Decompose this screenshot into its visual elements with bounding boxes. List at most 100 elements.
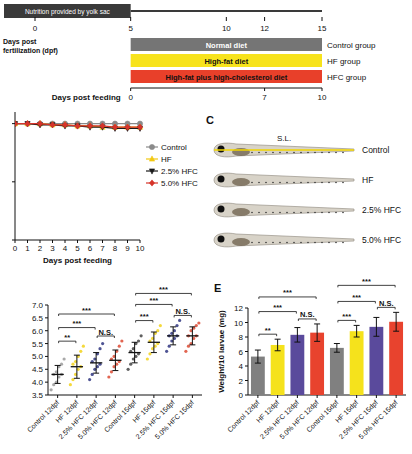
marker [137, 124, 142, 129]
marker [75, 123, 80, 128]
larva-label: HF [362, 175, 373, 185]
y-tick-label: 10 [234, 319, 243, 328]
x-tick [102, 240, 103, 243]
bar [271, 345, 285, 395]
significance-label: *** [342, 312, 351, 321]
series-line [15, 124, 140, 129]
larva-pigment [335, 152, 337, 154]
point [63, 357, 66, 360]
point [178, 319, 181, 322]
larva-pigment [265, 212, 267, 214]
diet-label: High-fat diet [204, 57, 248, 66]
error-bar-stem [317, 324, 318, 341]
point [69, 383, 72, 386]
marker [87, 123, 92, 129]
significance-label: *** [362, 277, 371, 286]
point [88, 378, 91, 381]
larva-pigment [300, 212, 302, 214]
error-bar [373, 317, 379, 336]
point [165, 350, 168, 353]
dpf-axis-label-line: Days post [3, 38, 37, 46]
y-tick [245, 366, 248, 367]
dpf-tick [226, 17, 227, 21]
larva-pigment [328, 152, 330, 154]
panel-letter: C [206, 114, 214, 126]
significance-label: *** [273, 303, 282, 312]
x-tick [317, 395, 318, 398]
sd-cap [151, 352, 157, 353]
marker [75, 124, 80, 129]
larva-pigment [321, 242, 323, 244]
y-tick [45, 395, 48, 396]
x-tick [376, 395, 377, 398]
larva-pigment [314, 152, 316, 154]
bar [330, 348, 344, 395]
sd-cap [151, 332, 157, 333]
larva-pigment [335, 182, 337, 184]
marker [100, 123, 105, 129]
sd-stem [134, 342, 135, 363]
y-tick [245, 395, 248, 396]
x-tick-label: 4 [63, 244, 68, 253]
bar [350, 331, 364, 395]
marker [50, 123, 55, 128]
x-tick [40, 240, 41, 243]
sd-stem [57, 365, 58, 383]
bar [310, 333, 324, 395]
point [71, 363, 74, 366]
figure: Nutrition provided by yolk sac05101215Da… [0, 0, 412, 454]
marker [37, 121, 42, 126]
sd-stem [76, 355, 77, 378]
marker [125, 124, 130, 130]
larva-pigment [321, 212, 323, 214]
dpf-tick-label: 5 [128, 24, 133, 33]
error-bar-cap [354, 325, 360, 326]
x-tick [192, 395, 193, 398]
larva-pigment [314, 242, 316, 244]
mean-sd [90, 353, 102, 374]
feeding-axis [131, 88, 322, 89]
y-tick-label: 8 [239, 333, 244, 342]
larva-pigment [251, 182, 253, 184]
x-tick [77, 240, 78, 243]
sd-cap [112, 350, 118, 351]
error-bar [393, 312, 399, 331]
dpf-tick [35, 17, 36, 21]
sd-cap [189, 326, 195, 327]
dpf-tick [264, 17, 265, 21]
x-tick-label: 10 [136, 244, 145, 253]
x-axis-label: Days post feeding [43, 256, 112, 265]
marker [15, 121, 18, 126]
y-tick-label: 6.0 [32, 327, 44, 336]
error-bar [255, 350, 261, 363]
x-tick-label: 5.0% HFC 15dpf [357, 399, 399, 441]
x-tick [127, 240, 128, 243]
significance-label: ** [64, 333, 70, 342]
dpf-tick-label: 12 [260, 24, 269, 33]
larva-pigment [272, 242, 274, 244]
significance-label: *** [72, 319, 81, 328]
mean-sd [71, 355, 83, 378]
larva-pigment [265, 242, 267, 244]
feeding-tick [264, 88, 265, 91]
y-tick [245, 322, 248, 323]
dpf-axis-label: Days postfertilization (dpf) [3, 38, 58, 55]
larva-pigment [258, 212, 260, 214]
sd-cap [93, 352, 99, 353]
error-bar-cap [275, 350, 281, 351]
larva-pigment [293, 182, 295, 184]
larva-pigment [279, 152, 281, 154]
larva [214, 173, 354, 187]
x-tick-label: Control 12dpf [226, 399, 261, 434]
error-bar-stem [336, 344, 337, 353]
larva-pigment [293, 242, 295, 244]
larva-label: 5.0% HFC [362, 235, 401, 245]
sd-cap [132, 362, 138, 363]
marker [50, 122, 55, 127]
x-tick [96, 395, 97, 398]
timeline-axis [131, 10, 322, 12]
x-tick [173, 395, 174, 398]
feeding-tick-label: 7 [262, 93, 267, 102]
point [101, 342, 104, 345]
error-bar-cap [393, 312, 399, 313]
